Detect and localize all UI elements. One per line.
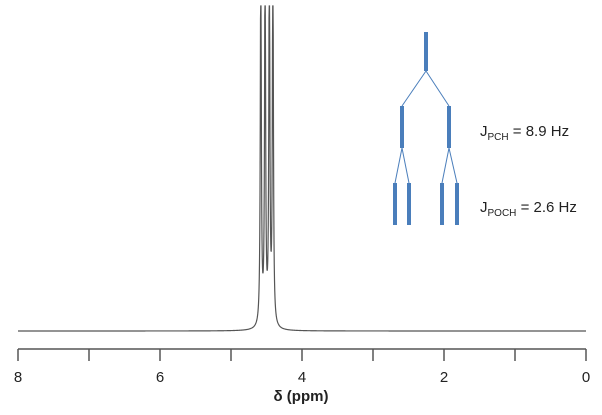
tree-branch	[401, 70, 427, 107]
tree-branch	[401, 147, 410, 184]
tree-branch	[394, 147, 403, 184]
x-tick-label: 6	[156, 369, 164, 386]
x-tick-label: 8	[14, 369, 22, 386]
spectrum-line	[18, 5, 586, 332]
splitting-tree-diagram	[393, 32, 459, 225]
x-tick-label: 2	[440, 369, 448, 386]
coupling-label-pch: JPCH = 8.9 Hz	[480, 123, 569, 143]
x-tick-label: 4	[298, 369, 306, 386]
spectrum-layer	[18, 5, 586, 332]
tree-branch	[425, 70, 450, 107]
x-axis: 8 6 4 2 0	[14, 348, 590, 386]
tree-branch	[448, 147, 458, 184]
x-axis-title: δ (ppm)	[274, 388, 329, 405]
coupling-label-poch: JPOCH = 2.6 Hz	[480, 199, 577, 219]
coupling-annotations: JPCH = 8.9 Hz JPOCH = 2.6 Hz	[480, 123, 577, 219]
x-tick-label: 0	[582, 369, 590, 386]
tree-branch	[441, 147, 450, 184]
